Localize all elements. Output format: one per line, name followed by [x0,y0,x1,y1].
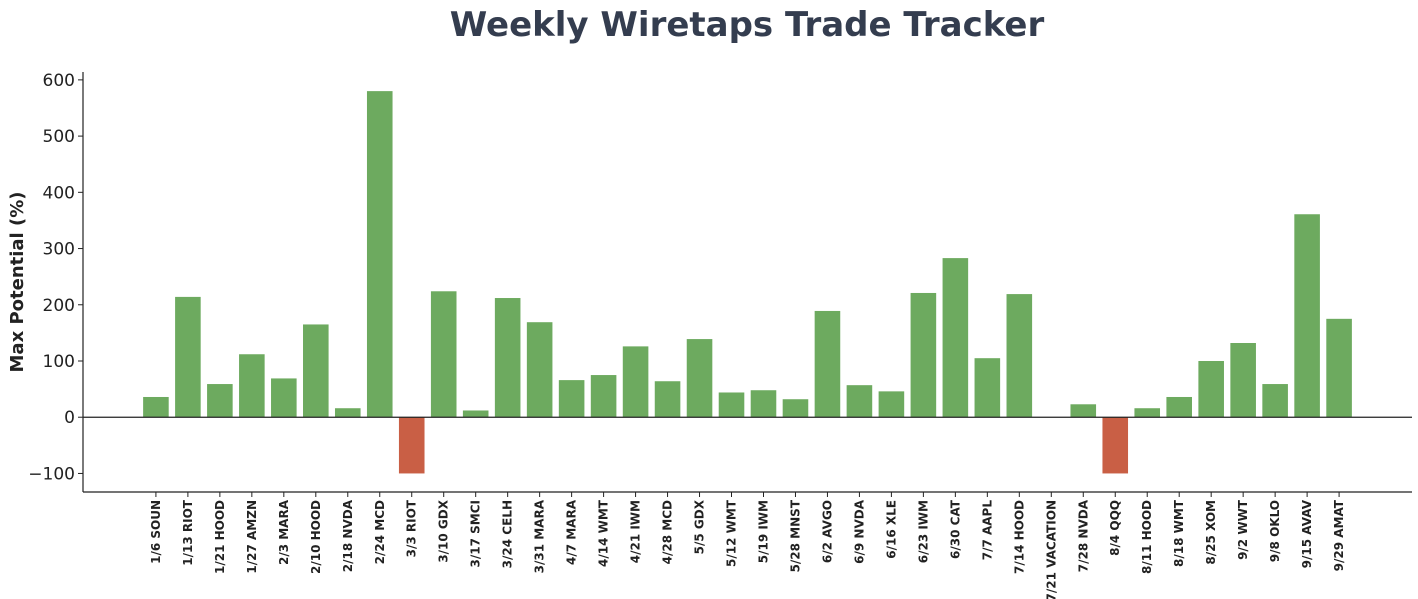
x-tick-label: 6/30 CAT [948,499,962,559]
x-tick-label: 3/10 GDX [437,499,451,562]
y-tick-label: 500 [43,127,75,147]
bar [782,399,809,418]
x-tick-label: 1/27 AMZN [245,500,259,574]
x-tick-label: 1/6 SOUN [149,500,163,564]
bar [974,358,1001,418]
x-tick-label: 8/4 QQQ [1108,500,1122,556]
x-tick-label: 9/8 OKLO [1268,500,1282,562]
y-tick-label: 600 [43,71,75,91]
y-axis-label: Max Potential (%) [7,192,28,373]
x-tick-label: 4/21 IWM [629,500,643,563]
bar [271,378,297,418]
x-tick-label: 1/21 HOOD [213,500,227,574]
x-tick-label: 7/7 AAPL [980,500,994,561]
x-tick-label: 5/12 WMT [725,499,739,567]
bar [1134,408,1161,418]
bar [1166,396,1192,418]
bar [366,91,393,418]
x-tick-label: 3/3 RIOT [405,499,419,557]
bar [494,298,521,418]
x-tick-label: 7/21 VACATION [1044,500,1058,599]
y-tick-label: 100 [43,352,75,372]
bar [303,324,329,418]
y-tick-label: 200 [43,296,75,316]
x-tick-label: 5/5 GDX [693,499,707,554]
x-tick-label: 6/23 IWM [916,500,930,563]
bar [398,417,425,474]
bar [686,339,713,418]
bar [622,346,649,418]
x-tick-label: 8/25 XOM [1204,500,1218,565]
x-tick-label: 6/2 AVGO [820,500,834,563]
bar [750,390,777,418]
x-tick-label: 1/13 RIOT [181,499,195,566]
bar [1102,417,1129,474]
x-tick-label: 4/7 MARA [565,499,579,565]
bar [239,354,265,418]
x-tick-label: 5/19 IWM [756,500,770,563]
axes-group: 1/6 SOUN 1/13 RIOT 1/21 HOOD 1/27 AMZN 2/3 M… [28,71,1412,599]
y-tick-label: −100 [28,464,75,484]
bar [207,384,233,418]
bars-group [143,91,1352,474]
x-tick-label: 2/3 MARA [277,499,291,565]
bar [878,391,905,418]
bar [718,392,745,418]
bar [1070,404,1097,418]
y-tick-label: 300 [43,240,75,260]
x-tick-label: 2/18 NVDA [341,499,355,572]
bar [526,322,553,418]
bar [814,310,841,418]
x-tick-label: 8/18 WMT [1172,499,1186,567]
bar [942,258,969,418]
bar [1198,360,1224,418]
bar [143,396,169,418]
bar [1262,384,1288,418]
bar [175,296,201,418]
x-tick-label: 3/17 SMCI [469,500,483,567]
bar [654,381,681,418]
x-tick-label: 6/9 NVDA [852,499,866,564]
bar [462,410,489,418]
x-tick-label: 2/10 HOOD [309,500,323,574]
bar [1326,318,1352,418]
x-tick-label: 4/14 WMT [597,499,611,567]
x-tick-label: 2/24 MCD [373,500,387,564]
bar [558,380,585,418]
x-tick-label: 9/29 AMAT [1332,499,1346,571]
bar [334,408,361,418]
x-tick-label: 6/16 XLE [884,500,898,559]
x-tick-label: 3/31 MARA [533,499,547,573]
bar [846,385,873,418]
chart-title: Weekly Wiretaps Trade Tracker [450,5,1045,45]
bar [1230,343,1256,418]
x-tick-label: 9/2 WWT [1236,499,1250,560]
x-tick-label: 9/15 AVAV [1300,499,1314,568]
bar [430,291,457,418]
x-tick-label: 7/28 NVDA [1076,499,1090,572]
x-tick-label: 5/28 MNST [788,499,802,572]
x-tick-label: 4/28 MCD [661,500,675,564]
x-tick-label: 8/11 HOOD [1140,500,1154,574]
bar [590,375,617,418]
bar [1006,294,1033,418]
bar [1294,214,1320,418]
y-tick-label: 0 [64,408,75,428]
x-tick-label: 3/24 CELH [501,500,515,568]
x-tick-label: 7/14 HOOD [1012,500,1026,574]
bar [910,292,937,418]
y-tick-label: 400 [43,183,75,203]
